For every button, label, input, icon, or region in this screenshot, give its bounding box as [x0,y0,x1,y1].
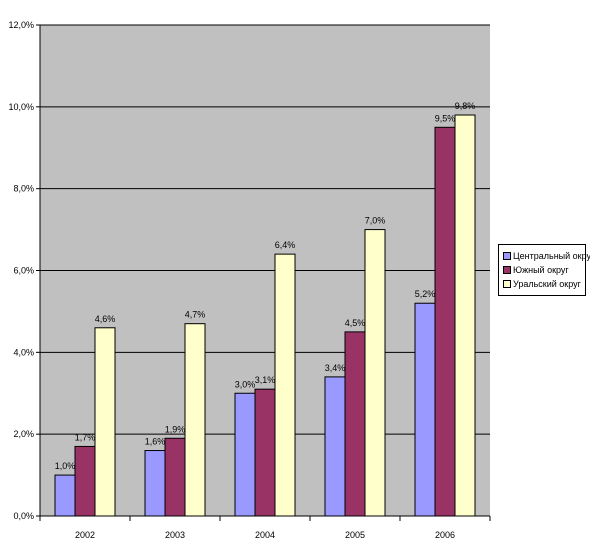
bar [234,392,256,517]
data-label: 1,6% [145,437,166,447]
y-tick-label: 10,0% [8,102,34,112]
legend-item: Центральный округ [503,250,590,262]
data-label: 9,5% [435,113,456,123]
bar [164,437,186,517]
bar [454,114,476,517]
bar [184,323,206,517]
legend-label: Уральский округ [513,279,581,289]
bar [254,388,276,517]
data-label: 5,2% [415,289,436,299]
bar [144,450,166,517]
data-label: 4,6% [95,314,116,324]
bar [324,376,346,517]
legend-label: Центральный округ [513,251,590,261]
bar [344,331,366,517]
x-tick-label: 2002 [75,530,95,540]
bars [54,114,476,517]
legend: Центральный округ Южный округ Уральский ок… [498,244,590,296]
data-labels: 1,0% 1,7% 4,6% 1,6% 1,9% 4,7% 3,0% 3,1% 6,4% 3,4%… [55,101,476,471]
data-label: 3,1% [255,375,276,385]
y-tick-label: 0,0% [13,511,34,521]
data-label: 4,7% [185,310,206,320]
legend-swatch [503,252,511,260]
y-tick-label: 12,0% [8,20,34,30]
legend-item: Южный округ [503,264,581,276]
legend-label: Южный округ [513,265,569,275]
data-label: 1,0% [55,461,76,471]
bar [74,445,96,517]
bar [434,126,456,517]
x-tick-label: 2006 [435,530,455,540]
data-label: 3,0% [235,379,256,389]
data-label: 1,7% [75,432,96,442]
data-label: 3,4% [325,363,346,373]
data-label: 7,0% [365,216,386,226]
y-tick-label: 4,0% [13,347,34,357]
axes: 0,0% 2,0% 4,0% 6,0% 8,0% 10,0% 12,0% 2002 2003 20… [8,20,491,540]
data-label: 1,9% [165,424,186,434]
bar [364,229,386,517]
data-label: 9,8% [455,101,476,111]
data-label: 6,4% [275,240,296,250]
legend-swatch [503,280,511,288]
legend-item: Уральский округ [503,278,581,290]
bar [274,253,296,517]
x-tick-label: 2004 [255,530,275,540]
y-tick-label: 6,0% [13,266,34,276]
x-tick-label: 2003 [165,530,185,540]
data-label: 4,5% [345,318,366,328]
bar [54,474,76,517]
y-tick-label: 2,0% [13,429,34,439]
legend-swatch [503,266,511,274]
y-tick-label: 8,0% [13,184,34,194]
bar [94,327,116,517]
bar [414,302,436,517]
x-tick-label: 2005 [345,530,365,540]
